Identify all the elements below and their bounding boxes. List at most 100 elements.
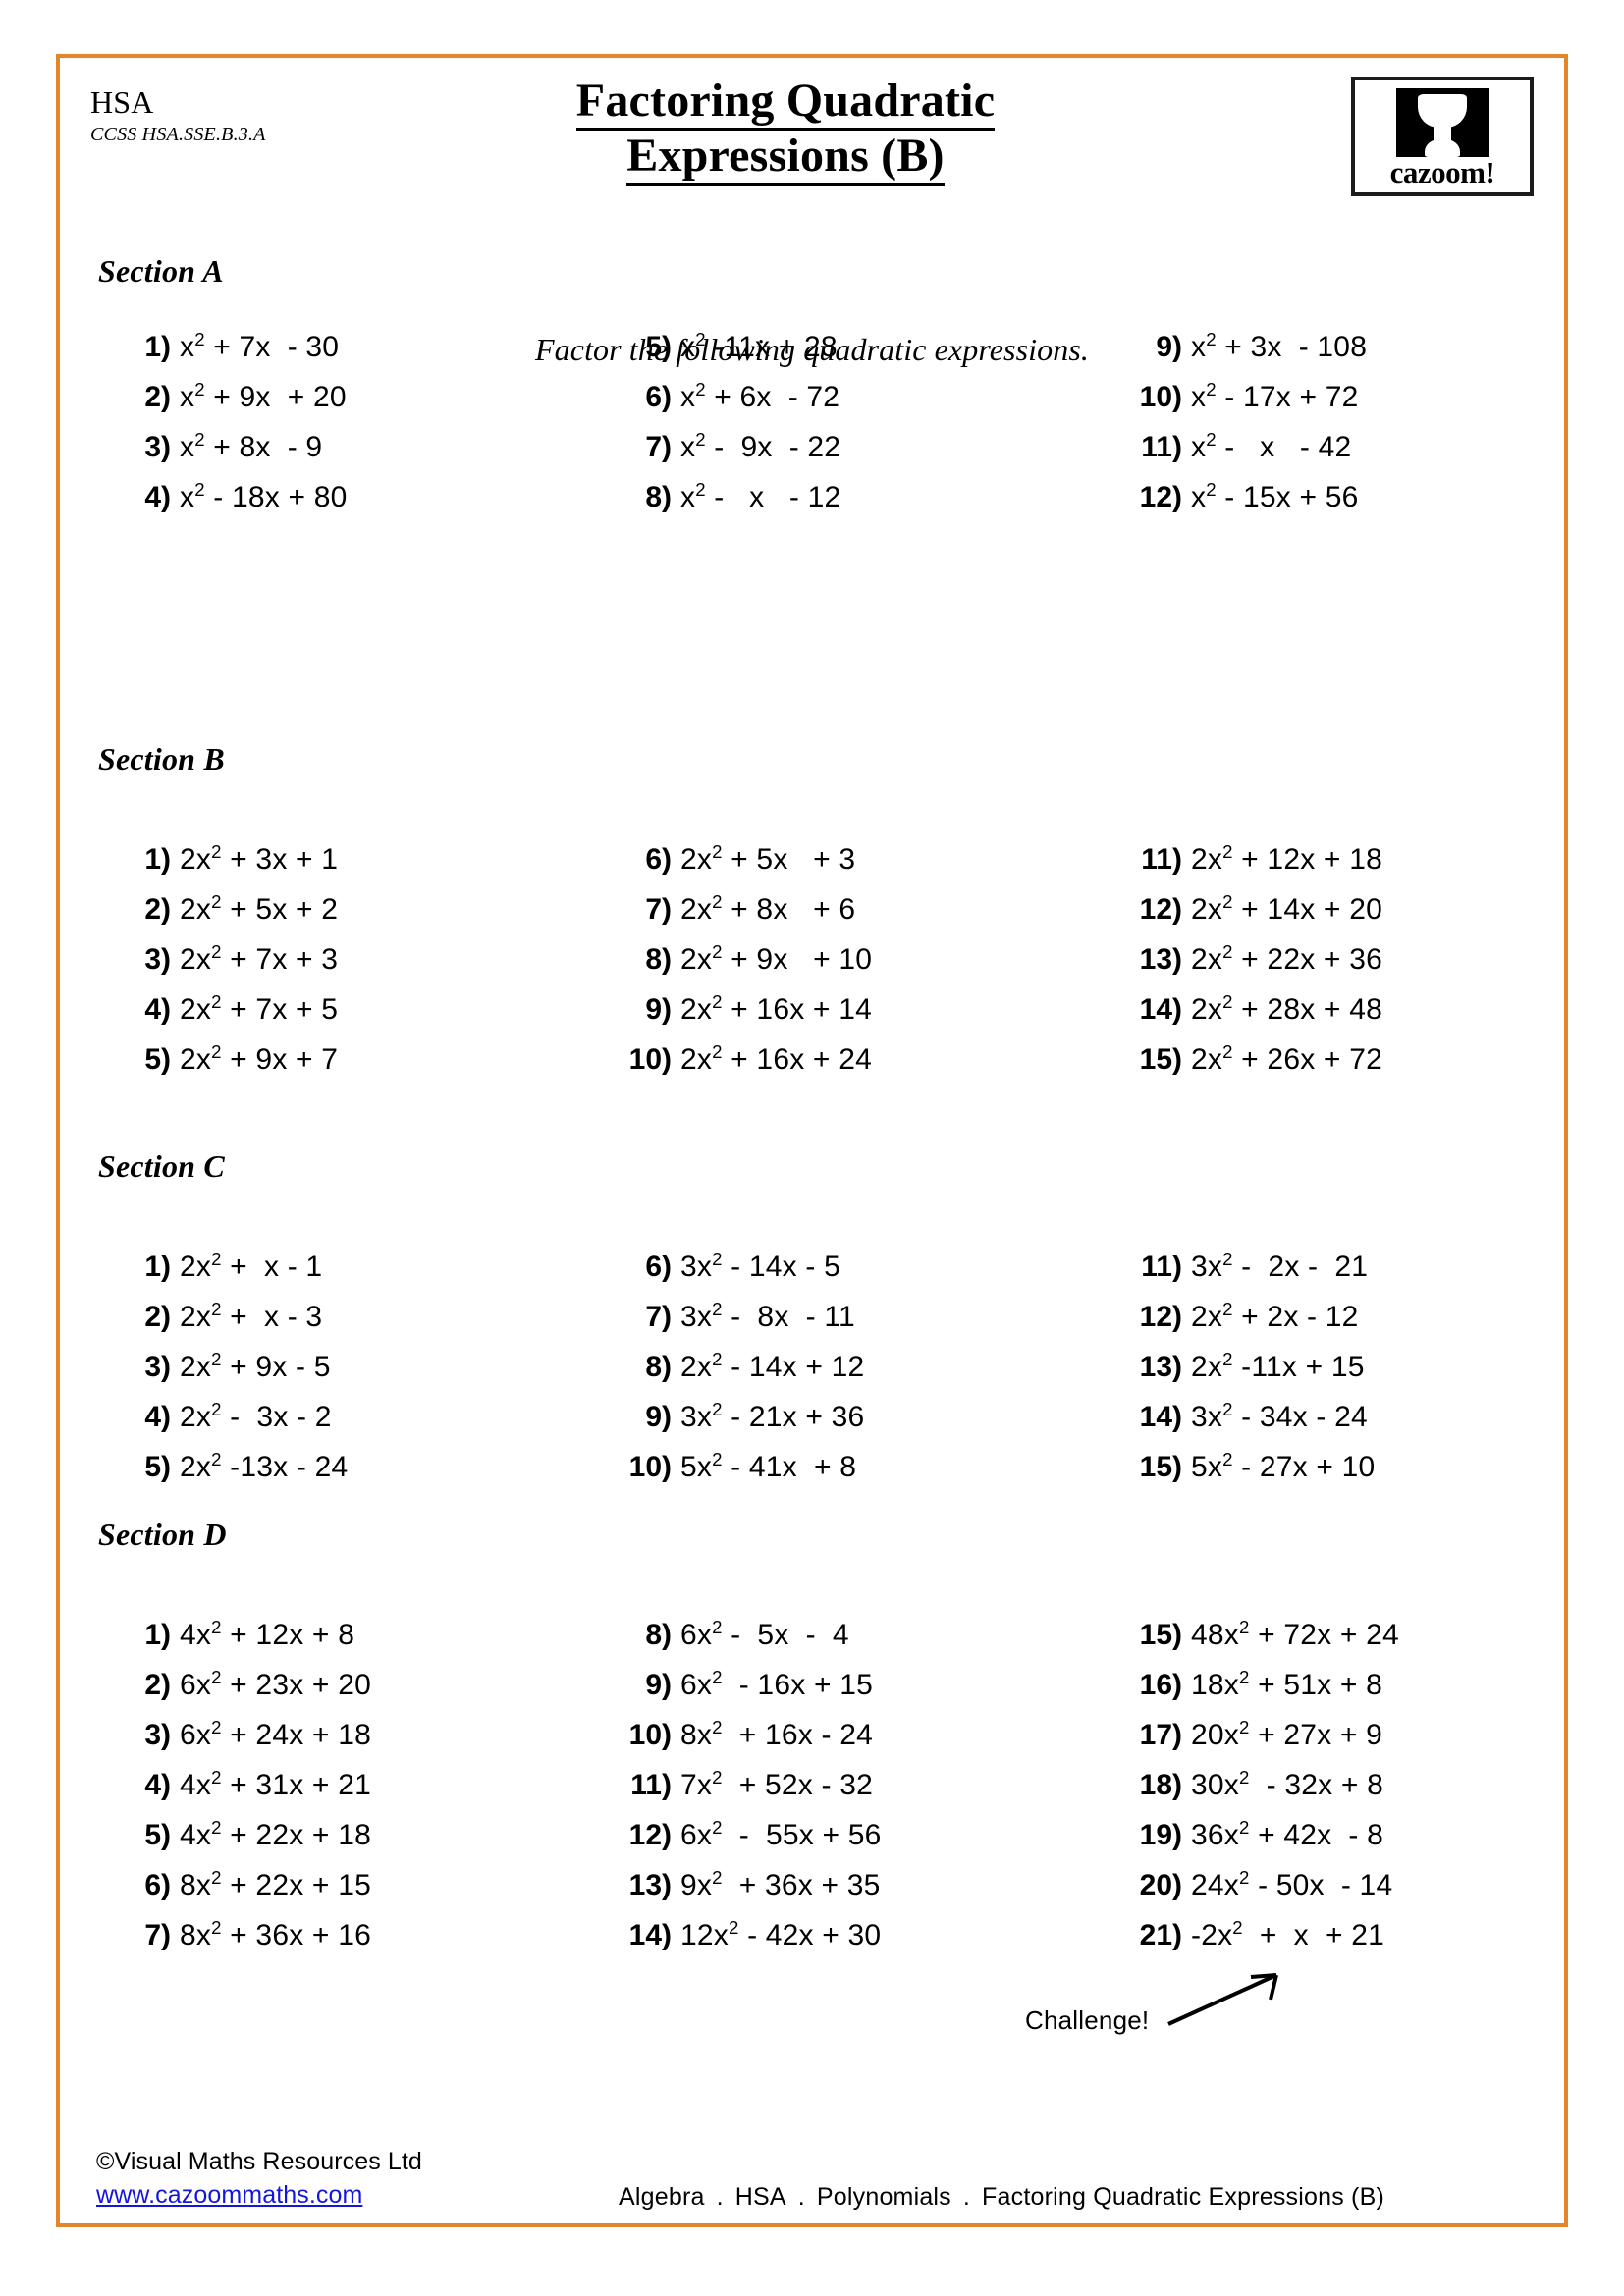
- question-number: 13): [1139, 1351, 1182, 1383]
- page-title-line-2-text: Expressions (B): [626, 130, 945, 187]
- question-item: 15) 48x2 + 72x + 24: [1139, 1610, 1571, 1660]
- question-item: 21) -2x2 + x + 21: [1139, 1910, 1571, 1960]
- question-number: 4): [144, 481, 171, 513]
- question-item: 4) 2x2 + 7x + 5: [128, 985, 540, 1035]
- question-expression: 8x2 + 22x + 15: [180, 1867, 371, 1901]
- question-expression: x2 - 15x + 56: [1191, 479, 1359, 513]
- question-number: 8): [645, 1619, 672, 1651]
- question-expression: 4x2 + 22x + 18: [180, 1817, 371, 1851]
- question-item: 8) 2x2 - 14x + 12: [628, 1342, 1060, 1392]
- question-expression: x2 - 17x + 72: [1191, 379, 1359, 413]
- question-expression: 5x2 - 41x + 8: [680, 1449, 857, 1483]
- question-expression: 2x2 + x - 3: [180, 1299, 323, 1333]
- question-item: 14) 2x2 + 28x + 48: [1139, 985, 1571, 1035]
- question-expression: 2x2 -11x + 15: [1191, 1349, 1365, 1383]
- question-item: 2) 2x2 + x - 3: [128, 1292, 540, 1342]
- question-item: 6) x2 + 6x - 72: [628, 372, 1060, 422]
- breadcrumb-separator: .: [716, 2183, 724, 2211]
- question-item: 2) 2x2 + 5x + 2: [128, 884, 540, 934]
- question-number: 13): [628, 1869, 672, 1901]
- question-item: 2) 6x2 + 23x + 20: [128, 1660, 540, 1710]
- question-column: 15) 48x2 + 72x + 24 16) 18x2 + 51x + 8 17) 20…: [1139, 1610, 1571, 1960]
- question-expression: x2 + 6x - 72: [680, 379, 840, 413]
- question-item: 7) 2x2 + 8x + 6: [628, 884, 1060, 934]
- question-number: 12): [1139, 893, 1182, 926]
- question-expression: 2x2 - 14x + 12: [680, 1349, 865, 1383]
- question-item: 4) x2 - 18x + 80: [128, 472, 540, 522]
- question-number: 9): [1156, 331, 1182, 363]
- question-item: 9) x2 + 3x - 108: [1139, 322, 1571, 372]
- question-column: 1) 4x2 + 12x + 8 2) 6x2 + 23x + 20 3) 6x2 + 2…: [128, 1610, 540, 1960]
- arrow-up-right-icon: [1167, 1973, 1278, 2026]
- question-number: 9): [645, 1669, 672, 1701]
- question-number: 8): [645, 481, 672, 513]
- question-item: 6) 2x2 + 5x + 3: [628, 834, 1060, 884]
- question-number: 10): [1139, 381, 1182, 413]
- question-item: 16) 18x2 + 51x + 8: [1139, 1660, 1571, 1710]
- footer-website-link[interactable]: www.cazoommaths.com: [96, 2181, 363, 2209]
- question-expression: 2x2 + 12x + 18: [1191, 841, 1382, 876]
- challenge-label: Challenge!: [1025, 2005, 1150, 2035]
- question-number: 12): [1139, 481, 1182, 513]
- question-expression: 2x2 + 16x + 24: [680, 1041, 872, 1076]
- question-number: 5): [144, 1043, 171, 1076]
- question-column: 9) x2 + 3x - 108 10) x2 - 17x + 72 11) x2 - x…: [1139, 322, 1571, 522]
- question-number: 2): [144, 1669, 171, 1701]
- question-number: 1): [144, 331, 171, 363]
- ccss-reference: CCSS HSA.SSE.B.3.A: [90, 124, 266, 145]
- question-item: 5) x2 -11x + 28: [628, 322, 1060, 372]
- question-expression: x2 + 7x - 30: [180, 329, 340, 363]
- breadcrumb-item: Factoring Quadratic Expressions (B): [982, 2183, 1384, 2211]
- question-expression: 9x2 + 36x + 35: [680, 1867, 881, 1901]
- question-number: 10): [628, 1043, 672, 1076]
- question-expression: 6x2 + 24x + 18: [180, 1717, 371, 1751]
- question-number: 6): [645, 1251, 672, 1283]
- goblet-foot-part: [1425, 139, 1460, 157]
- question-number: 2): [144, 381, 171, 413]
- question-number: 15): [1139, 1451, 1182, 1483]
- question-number: 3): [144, 1351, 171, 1383]
- question-number: 11): [1141, 843, 1182, 876]
- question-number: 4): [144, 993, 171, 1026]
- question-item: 3) x2 + 8x - 9: [128, 422, 540, 472]
- question-expression: x2 - x - 12: [680, 479, 841, 513]
- page-title: Factoring Quadratic Expressions (B): [295, 74, 1276, 187]
- question-number: 7): [645, 431, 672, 463]
- question-column: 6) 3x2 - 14x - 5 7) 3x2 - 8x - 11 8) 2x2 - 14…: [628, 1242, 1060, 1492]
- breadcrumb-separator: .: [962, 2183, 971, 2211]
- question-number: 1): [144, 1251, 171, 1283]
- question-number: 1): [144, 1619, 171, 1651]
- question-item: 18) 30x2 - 32x + 8: [1139, 1760, 1571, 1810]
- question-item: 2) x2 + 9x + 20: [128, 372, 540, 422]
- question-item: 15) 5x2 - 27x + 10: [1139, 1442, 1571, 1492]
- goblet-cup-part: [1418, 94, 1467, 128]
- question-expression: 2x2 + 2x - 12: [1191, 1299, 1359, 1333]
- standard-code: HSA: [90, 84, 154, 120]
- question-expression: 2x2 + 9x + 10: [680, 941, 873, 976]
- question-expression: 6x2 - 5x - 4: [680, 1617, 849, 1651]
- question-number: 13): [1139, 943, 1182, 976]
- cazoom-logo: cazoom!: [1351, 77, 1534, 196]
- question-number: 18): [1139, 1769, 1182, 1801]
- question-item: 20) 24x2 - 50x - 14: [1139, 1860, 1571, 1910]
- question-number: 5): [144, 1451, 171, 1483]
- section-heading: Section B: [98, 741, 225, 776]
- question-expression: 2x2 + 14x + 20: [1191, 891, 1382, 926]
- question-item: 5) 4x2 + 22x + 18: [128, 1810, 540, 1860]
- question-item: 3) 2x2 + 9x - 5: [128, 1342, 540, 1392]
- question-item: 6) 3x2 - 14x - 5: [628, 1242, 1060, 1292]
- question-number: 7): [144, 1919, 171, 1951]
- question-item: 1) 2x2 + x - 1: [128, 1242, 540, 1292]
- question-number: 14): [1139, 993, 1182, 1026]
- question-item: 13) 2x2 -11x + 15: [1139, 1342, 1571, 1392]
- question-item: 19) 36x2 + 42x - 8: [1139, 1810, 1571, 1860]
- question-expression: 2x2 + 3x + 1: [180, 841, 339, 876]
- question-expression: 2x2 + 7x + 3: [180, 941, 339, 976]
- question-expression: x2 + 3x - 108: [1191, 329, 1368, 363]
- question-expression: x2 - x - 42: [1191, 429, 1352, 463]
- question-expression: x2 -11x + 28: [680, 329, 838, 363]
- question-number: 15): [1139, 1043, 1182, 1076]
- question-number: 12): [628, 1819, 672, 1851]
- question-item: 7) 3x2 - 8x - 11: [628, 1292, 1060, 1342]
- question-number: 11): [1141, 431, 1182, 463]
